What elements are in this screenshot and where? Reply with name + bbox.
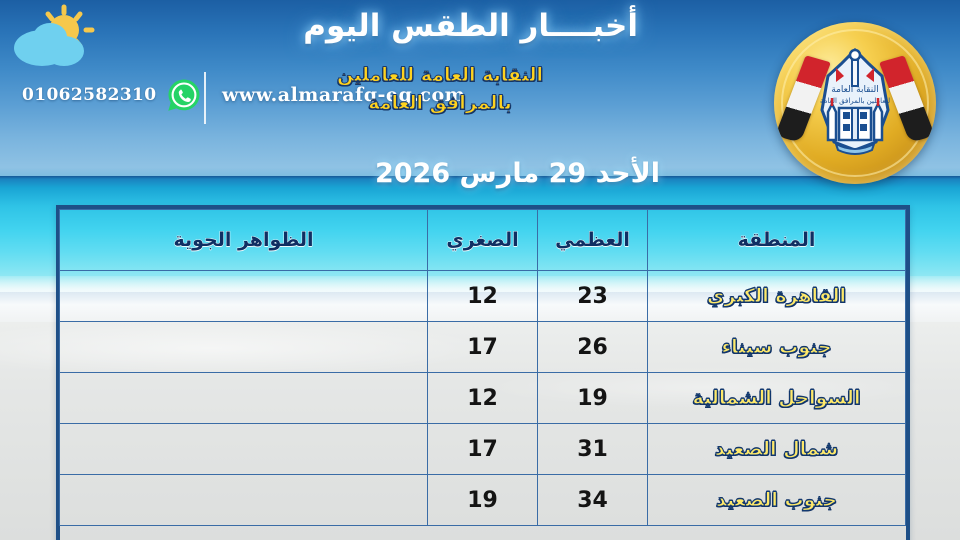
cell-phenomena xyxy=(59,270,428,322)
organization-line-1: النقابة العامة للعاملين xyxy=(336,64,544,87)
table-row: السواحل الشمالية 19 12 xyxy=(59,372,906,424)
svg-text:النقابة العامة: النقابة العامة xyxy=(831,85,878,95)
cell-max: 23 xyxy=(537,270,648,322)
cell-max: 34 xyxy=(537,474,648,526)
column-header-phenomena: الظواهر الجوية xyxy=(59,209,428,271)
cell-max: 31 xyxy=(537,423,648,475)
report-date: الأحد 29 مارس 2026 xyxy=(374,158,660,189)
cell-min: 17 xyxy=(427,423,538,475)
phone-number: 01062582310 xyxy=(22,85,157,105)
cell-min: 12 xyxy=(427,372,538,424)
table-header-row: المنطقة العظمي الصغري الظواهر الجوية xyxy=(59,209,906,271)
table-row: شمال الصعيد 31 17 xyxy=(59,423,906,475)
organization-line-2: بالمرافق العامة xyxy=(368,91,512,114)
table-row: جنوب سيناء 26 17 xyxy=(59,321,906,373)
cell-region: السواحل الشمالية xyxy=(647,372,906,424)
cell-region: شمال الصعيد xyxy=(647,423,906,475)
cell-phenomena xyxy=(59,321,428,373)
sun-behind-cloud-icon xyxy=(8,4,104,70)
whatsapp-icon xyxy=(167,78,201,112)
column-header-max: العظمي xyxy=(537,209,648,271)
cell-min: 17 xyxy=(427,321,538,373)
cell-phenomena xyxy=(59,423,428,475)
svg-text:للعاملين بالمرافق العامة: للعاملين بالمرافق العامة xyxy=(820,97,890,105)
cell-region: القاهرة الكبري xyxy=(647,270,906,322)
cell-min: 19 xyxy=(427,474,538,526)
cell-min: 12 xyxy=(427,270,538,322)
cell-max: 19 xyxy=(537,372,648,424)
table-header: المنطقة العظمي الصغري الظواهر الجوية xyxy=(59,209,906,271)
cell-region: جنوب الصعيد xyxy=(647,474,906,526)
weather-table-container: المنطقة العظمي الصغري الظواهر الجوية الق… xyxy=(56,205,910,540)
column-header-min: الصغري xyxy=(427,209,538,271)
contact-whatsapp[interactable]: 01062582310 xyxy=(22,78,201,112)
table-row: جنوب الصعيد 34 19 xyxy=(59,474,906,526)
organization-name: النقابة العامة للعاملين بالمرافق العامة xyxy=(230,62,650,117)
union-crest-icon: النقابة العامة للعاملين بالمرافق العامة xyxy=(820,47,890,155)
cell-max: 26 xyxy=(537,321,648,373)
union-logo: النقابة العامة للعاملين بالمرافق العامة xyxy=(774,22,936,184)
column-header-region: المنطقة xyxy=(647,209,906,271)
cell-phenomena xyxy=(59,474,428,526)
table-body: القاهرة الكبري 23 12 جنوب سيناء 26 17 ال… xyxy=(59,270,906,526)
website-url[interactable]: www.almarafq-eg.com xyxy=(222,84,466,106)
logo-ring xyxy=(781,29,929,177)
cell-phenomena xyxy=(59,372,428,424)
table-row: القاهرة الكبري 23 12 xyxy=(59,270,906,322)
contact-divider xyxy=(204,72,206,124)
cell-region: جنوب سيناء xyxy=(647,321,906,373)
weather-table: المنطقة العظمي الصغري الظواهر الجوية الق… xyxy=(59,209,906,526)
page-title: أخبــــار الطقس اليوم xyxy=(303,8,638,44)
background-horizon xyxy=(0,176,960,179)
